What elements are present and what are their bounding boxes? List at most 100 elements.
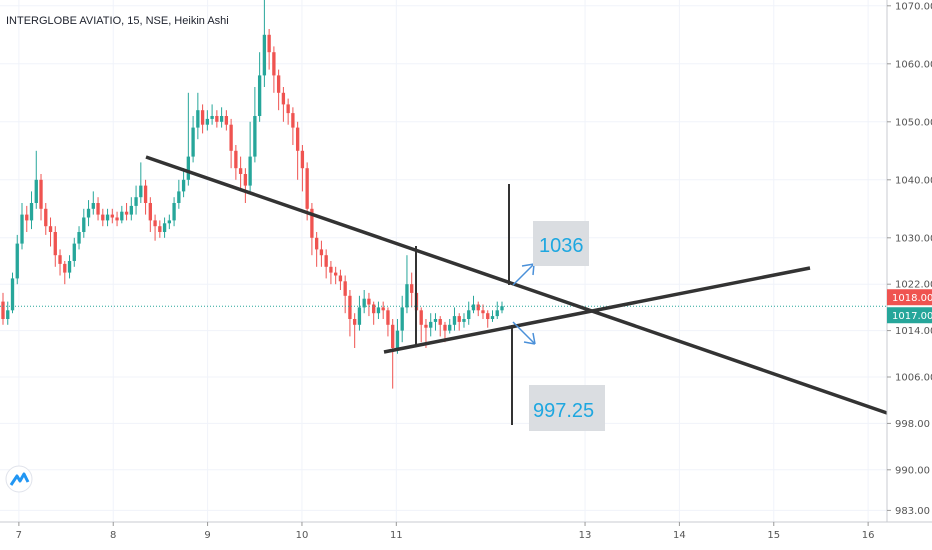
- candle[interactable]: [362, 290, 366, 314]
- candle[interactable]: [29, 191, 34, 230]
- candle[interactable]: [58, 249, 62, 276]
- candle[interactable]: [191, 116, 195, 163]
- candle[interactable]: [253, 87, 257, 163]
- candle[interactable]: [15, 234, 19, 285]
- candle[interactable]: [295, 121, 300, 180]
- candle[interactable]: [319, 240, 324, 267]
- candle[interactable]: [257, 52, 262, 122]
- candle[interactable]: [39, 174, 43, 221]
- candle[interactable]: [481, 304, 485, 320]
- candle[interactable]: [48, 217, 53, 247]
- candle[interactable]: [205, 110, 210, 131]
- candle[interactable]: [77, 226, 81, 250]
- candle[interactable]: [462, 313, 466, 328]
- candle[interactable]: [391, 319, 395, 389]
- candle[interactable]: [129, 197, 133, 221]
- candle[interactable]: [20, 203, 24, 250]
- candle[interactable]: [6, 301, 10, 325]
- candle[interactable]: [286, 98, 290, 125]
- candle[interactable]: [324, 249, 328, 279]
- candle[interactable]: [219, 107, 224, 128]
- candle[interactable]: [148, 197, 152, 232]
- candle[interactable]: [372, 301, 376, 325]
- candle[interactable]: [329, 261, 333, 285]
- candle[interactable]: [177, 179, 181, 209]
- candle[interactable]: [272, 46, 276, 93]
- candle[interactable]: [25, 205, 29, 232]
- candle[interactable]: [72, 237, 76, 267]
- candle[interactable]: [381, 301, 385, 319]
- candle[interactable]: [10, 272, 15, 314]
- candle[interactable]: [124, 203, 129, 221]
- candle[interactable]: [419, 307, 423, 343]
- candle[interactable]: [276, 69, 281, 111]
- candle[interactable]: [438, 316, 442, 337]
- candle[interactable]: [471, 295, 476, 314]
- candle[interactable]: [1, 292, 5, 325]
- candle[interactable]: [281, 87, 286, 122]
- candle[interactable]: [457, 313, 461, 331]
- candle[interactable]: [139, 162, 143, 203]
- candle[interactable]: [476, 301, 480, 317]
- candle[interactable]: [348, 290, 352, 337]
- candle[interactable]: [143, 179, 148, 215]
- candle[interactable]: [500, 301, 504, 314]
- candle[interactable]: [196, 92, 200, 140]
- candle[interactable]: [386, 307, 390, 337]
- candle[interactable]: [101, 208, 105, 227]
- candle[interactable]: [172, 197, 176, 227]
- candle[interactable]: [495, 301, 499, 319]
- candle[interactable]: [334, 266, 338, 285]
- candle[interactable]: [400, 295, 404, 343]
- candle[interactable]: [63, 261, 67, 285]
- candle[interactable]: [34, 150, 38, 209]
- candle[interactable]: [486, 310, 490, 328]
- candle[interactable]: [91, 191, 95, 215]
- candle[interactable]: [234, 145, 238, 180]
- candle[interactable]: [215, 110, 219, 128]
- candle[interactable]: [44, 203, 48, 235]
- candle[interactable]: [410, 272, 414, 308]
- ascending-trendline[interactable]: [383, 266, 811, 354]
- candle[interactable]: [310, 203, 314, 256]
- candle[interactable]: [300, 145, 305, 192]
- candle[interactable]: [452, 307, 457, 331]
- candle[interactable]: [262, 0, 267, 87]
- candle[interactable]: [467, 301, 471, 325]
- candle[interactable]: [433, 313, 438, 331]
- candle[interactable]: [110, 208, 114, 224]
- candle[interactable]: [167, 214, 171, 230]
- candle[interactable]: [153, 214, 157, 241]
- candle[interactable]: [82, 208, 86, 238]
- time-axis[interactable]: 7 8 9 10 11 13 14 15 16: [0, 521, 932, 541]
- candle[interactable]: [429, 313, 433, 337]
- candle[interactable]: [134, 185, 138, 215]
- candle[interactable]: [238, 156, 243, 192]
- candle[interactable]: [96, 197, 100, 221]
- candle[interactable]: [224, 110, 229, 131]
- candle[interactable]: [248, 121, 252, 192]
- candle[interactable]: [367, 292, 371, 317]
- candle[interactable]: [490, 310, 495, 322]
- candle[interactable]: [200, 104, 205, 134]
- candle[interactable]: [357, 295, 362, 331]
- candle[interactable]: [53, 226, 57, 267]
- candle[interactable]: [343, 275, 347, 314]
- candle[interactable]: [210, 104, 214, 125]
- candle[interactable]: [267, 29, 271, 70]
- candle[interactable]: [291, 107, 295, 145]
- candle[interactable]: [338, 269, 343, 290]
- candle[interactable]: [405, 255, 409, 314]
- candle[interactable]: [229, 118, 233, 169]
- candle[interactable]: [314, 232, 319, 267]
- tradingview-logo-icon[interactable]: [5, 465, 33, 493]
- candle[interactable]: [162, 217, 167, 238]
- descending-trendline[interactable]: [145, 155, 888, 415]
- candle[interactable]: [353, 313, 357, 348]
- candle[interactable]: [86, 200, 91, 227]
- candle[interactable]: [376, 301, 381, 319]
- candle[interactable]: [158, 220, 162, 238]
- candle[interactable]: [243, 168, 248, 203]
- candle[interactable]: [181, 168, 186, 198]
- candle[interactable]: [305, 162, 309, 221]
